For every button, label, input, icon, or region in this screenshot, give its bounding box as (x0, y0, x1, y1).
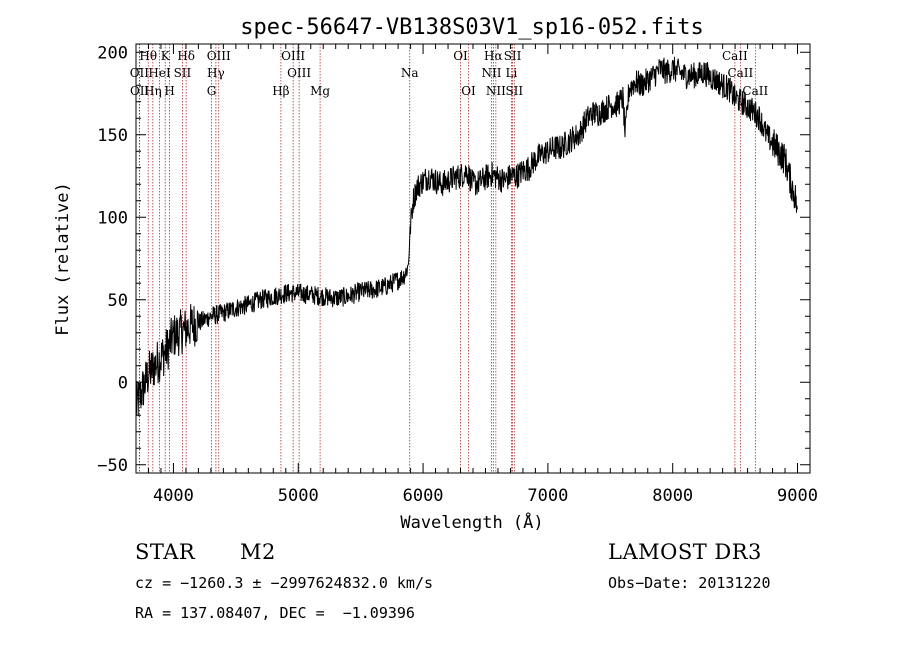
line-label-27: CaII (742, 84, 768, 98)
line-label-24: OI (461, 84, 476, 98)
y-tick-label: 150 (97, 126, 128, 146)
spectrum-line (135, 56, 798, 417)
x-tick-label: 8000 (652, 486, 693, 506)
line-label-25: NII (486, 84, 506, 98)
line-label-16: Li (506, 66, 518, 80)
line-label-9: OII (130, 66, 150, 80)
x-axis-label: Wavelength (Å) (400, 511, 543, 533)
line-label-7: SII (504, 49, 522, 63)
spectrum-series (135, 56, 798, 417)
y-tick-label: −50 (97, 456, 128, 476)
line-label-15: NII (481, 66, 501, 80)
redshift-line: cz = −1260.3 ± −2997624832.0 km/s (135, 574, 434, 592)
line-label-8: CaII (722, 49, 748, 63)
line-label-19: Hη (144, 84, 162, 98)
line-label-20: H (164, 84, 174, 98)
line-label-12: Hγ (207, 66, 225, 80)
line-label-14: Na (401, 66, 419, 80)
line-label-5: OI (453, 49, 468, 63)
line-label-6: Hα (484, 49, 503, 63)
line-label-4: OIII (281, 49, 305, 63)
line-label-21: G (207, 84, 217, 98)
y-tick-label: 0 (118, 373, 128, 393)
line-label-26: SII (505, 84, 523, 98)
y-tick-label: 100 (97, 208, 128, 228)
object-type: STAR (135, 540, 196, 564)
x-tick-label: 5000 (278, 486, 319, 506)
line-label-2: Hδ (177, 49, 195, 63)
line-label-17: CaII (727, 66, 753, 80)
coordinates-line: RA = 137.08407, DEC = −1.09396 (135, 604, 415, 622)
chart-title: spec-56647-VB138S03V1_sp16-052.fits (240, 15, 704, 40)
spectral-line-markers (138, 44, 756, 473)
line-label-23: Mg (310, 84, 330, 98)
line-label-11: SII (174, 66, 192, 80)
line-label-10: HeI (148, 66, 171, 80)
object-subclass: M2 (240, 540, 276, 564)
axis-tick-labels: 4000 5000 6000 7000 8000 9000 −50 0 50 100 150 200 (97, 43, 818, 506)
survey-name: LAMOST DR3 (608, 540, 762, 564)
y-axis-label: Flux (relative) (53, 182, 73, 336)
line-label-13: OIII (287, 66, 311, 80)
x-tick-label: 7000 (527, 486, 568, 506)
observation-date: Obs−Date: 20131220 (608, 574, 771, 592)
x-tick-label: 6000 (403, 486, 444, 506)
line-label-22: Hβ (272, 84, 289, 98)
line-label-1: K (161, 49, 171, 63)
x-tick-label: 4000 (153, 486, 194, 506)
y-tick-label: 50 (108, 291, 128, 311)
axis-ticks (136, 44, 810, 473)
x-tick-label: 9000 (777, 486, 818, 506)
y-tick-label: 200 (97, 43, 128, 63)
line-label-18: OII (130, 84, 150, 98)
line-label-0: Hθ (139, 49, 157, 63)
plot-frame (135, 43, 811, 474)
line-label-3: OIII (207, 49, 231, 63)
